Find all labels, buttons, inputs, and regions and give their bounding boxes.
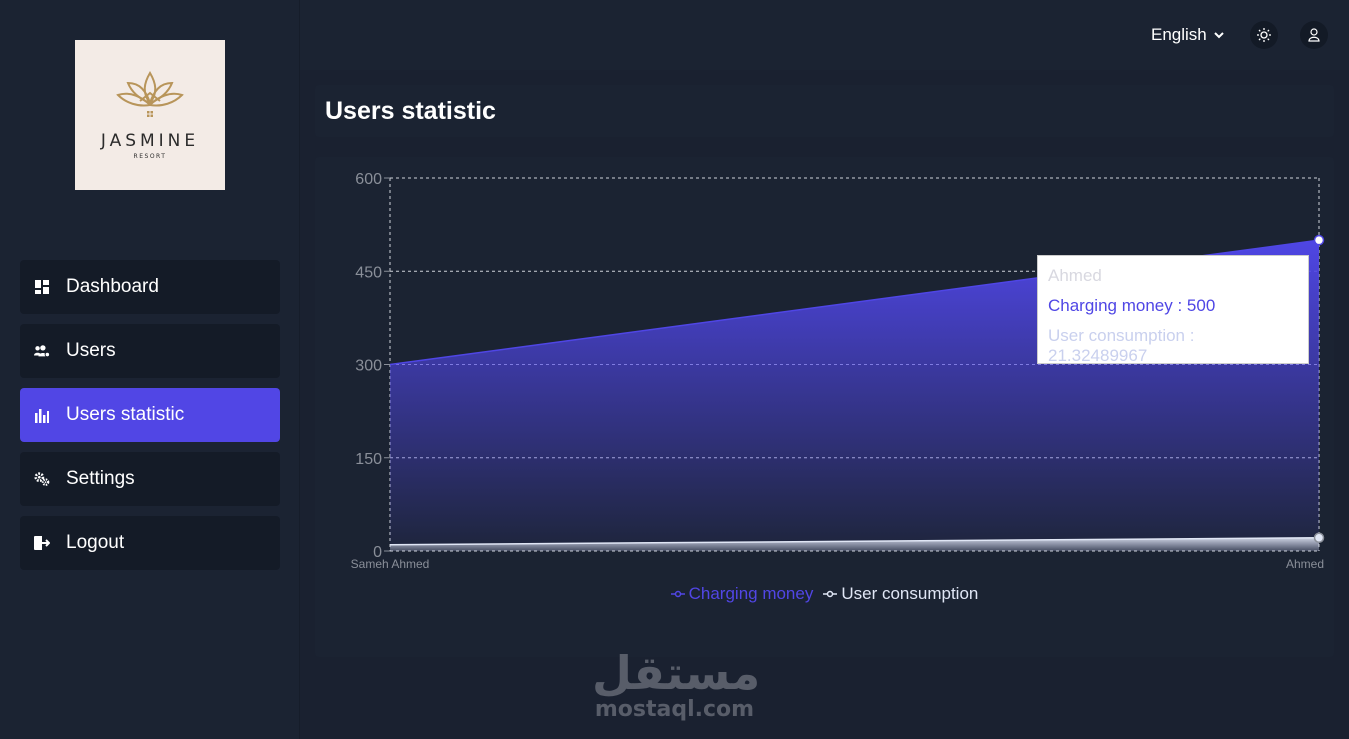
legend-marker-icon [670, 590, 685, 598]
legend-marker-icon [823, 590, 838, 598]
sidebar-item-users[interactable]: Users [20, 324, 280, 378]
y-tick-label: 0 [373, 544, 382, 561]
legend-label: User consumption [841, 584, 979, 603]
top-header: English [300, 0, 1349, 70]
chart-legend: Charging money User consumption [315, 584, 1334, 604]
y-tick-label: 450 [355, 264, 382, 281]
lotus-logo-icon [116, 70, 184, 117]
tooltip-charging-row: Charging money : 500 [1048, 296, 1216, 315]
sidebar-nav: Dashboard Users Users statistic Settings… [20, 260, 280, 580]
y-tick-label: 150 [355, 451, 382, 468]
bar-chart-icon [34, 407, 50, 423]
logo-wordmark: JASMINE [100, 130, 200, 151]
language-select[interactable]: English [1151, 24, 1225, 46]
gears-icon [34, 471, 50, 487]
tooltip-label: Ahmed [1048, 266, 1102, 285]
series-area-1 [390, 537, 1319, 551]
watermark: مستقل mostaql.com [592, 646, 761, 722]
watermark-latin: mostaql.com [594, 697, 755, 722]
watermark-arabic: مستقل [592, 646, 761, 700]
data-point[interactable] [1313, 234, 1325, 246]
users-icon [34, 343, 50, 359]
chart-card: 0 150 300 450 600 Sameh Ahmed Ahmed Ahmed Char… [315, 157, 1334, 657]
logo: JASMINE RESORT [75, 40, 225, 190]
data-point[interactable] [1313, 532, 1325, 543]
logo-subtitle: RESORT [133, 152, 167, 160]
sidebar-item-label: Users statistic [66, 404, 185, 425]
chart-tooltip: Ahmed Charging money : 500 User consumpt… [1037, 255, 1309, 365]
logout-icon [34, 535, 50, 551]
page-title-card: Users statistic [315, 85, 1334, 137]
user-icon [1308, 28, 1320, 42]
area-chart[interactable]: 0 150 300 450 600 Sameh Ahmed Ahmed [315, 157, 1334, 577]
dashboard-icon [34, 279, 50, 295]
legend-item-charging-money[interactable]: Charging money [670, 584, 814, 604]
language-label: English [1151, 25, 1207, 44]
sidebar-item-settings[interactable]: Settings [20, 452, 280, 506]
sidebar-item-label: Dashboard [66, 276, 159, 297]
sidebar-item-users-statistic[interactable]: Users statistic [20, 388, 280, 442]
sidebar-item-label: Users [66, 340, 116, 361]
sidebar-item-label: Logout [66, 532, 125, 553]
legend-item-user-consumption[interactable]: User consumption [823, 584, 978, 604]
x-tick-label: Sameh Ahmed [351, 557, 430, 571]
sidebar-item-logout[interactable]: Logout [20, 516, 280, 570]
tooltip-consumption-row: User consumption : 21.32489967 [1048, 326, 1195, 365]
legend-label: Charging money [688, 584, 814, 603]
series-line-1 [389, 536, 1320, 546]
sidebar-item-dashboard[interactable]: Dashboard [20, 260, 280, 314]
y-tick-label: 600 [355, 171, 382, 188]
sidebar-item-label: Settings [66, 468, 135, 489]
theme-toggle-button[interactable] [1250, 21, 1278, 49]
sidebar: JASMINE RESORT Dashboard Users Users sta… [0, 0, 300, 739]
chevron-down-icon [1214, 32, 1224, 39]
page-title: Users statistic [325, 96, 496, 125]
x-tick-label: Ahmed [1286, 557, 1324, 571]
sun-icon [1257, 28, 1271, 42]
profile-button[interactable] [1300, 21, 1328, 49]
y-tick-label: 300 [355, 358, 382, 375]
